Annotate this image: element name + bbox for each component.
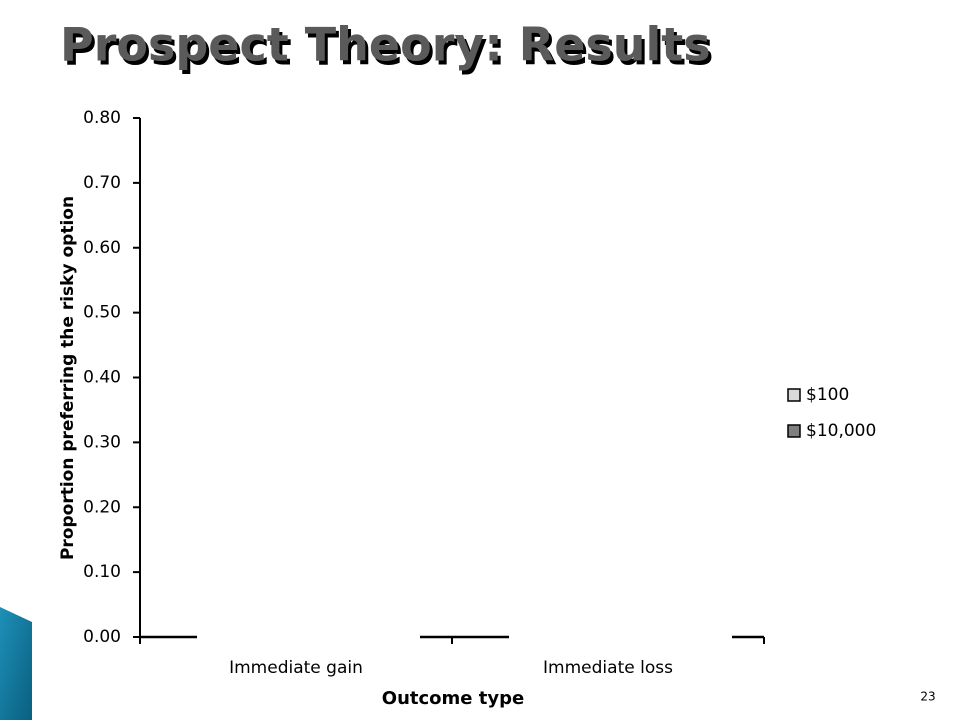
y-tick-label: 0.70 bbox=[83, 173, 121, 193]
x-axis-label: Outcome type bbox=[382, 688, 524, 709]
x-tick-label: Immediate loss bbox=[543, 658, 673, 678]
title-shadow: Prospect Theory: Results bbox=[63, 22, 714, 76]
y-tick-label: 0.80 bbox=[83, 108, 121, 128]
y-tick-label: 0.10 bbox=[83, 562, 121, 582]
legend-swatch bbox=[787, 388, 801, 402]
y-tick-label: 0.50 bbox=[83, 303, 121, 323]
y-tick-label: 0.60 bbox=[83, 238, 121, 258]
y-axis-label: Proportion preferring the risky option bbox=[58, 196, 78, 560]
slide-title: Prospect Theory: Results bbox=[60, 18, 711, 72]
x-tick-label: Immediate gain bbox=[229, 658, 363, 678]
y-tick-label: 0.00 bbox=[83, 627, 121, 647]
y-tick-label: 0.30 bbox=[83, 432, 121, 452]
legend-label: $10,000 bbox=[806, 421, 876, 441]
decoration bbox=[0, 607, 32, 720]
y-tick-label: 0.20 bbox=[83, 497, 121, 517]
page-number: 23 bbox=[920, 690, 935, 704]
legend-label: $100 bbox=[806, 385, 849, 405]
y-tick-label: 0.40 bbox=[83, 368, 121, 388]
legend-swatch bbox=[787, 424, 801, 438]
